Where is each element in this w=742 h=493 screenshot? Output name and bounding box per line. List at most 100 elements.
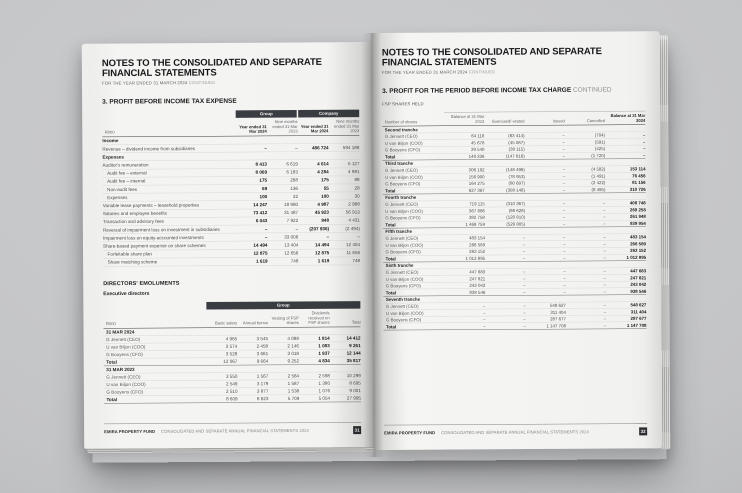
cell-value: 6 619 bbox=[266, 159, 298, 169]
cell-value: – bbox=[485, 322, 526, 330]
cell-value: 11 656 bbox=[329, 248, 361, 257]
row-label: Total bbox=[103, 395, 207, 404]
left-page: NOTES TO THE CONSOLIDATED AND SEPARATE F… bbox=[81, 42, 375, 449]
cell-value: – bbox=[329, 232, 360, 241]
section-title-text: 3. PROFIT FOR THE PERIOD BEFORE INCOME T… bbox=[382, 85, 573, 95]
cell-value: 13 404 bbox=[267, 240, 299, 250]
cell-value: 100 bbox=[236, 192, 268, 201]
cell-value: 56 913 bbox=[328, 208, 360, 217]
cell-value: 18 980 bbox=[267, 200, 299, 209]
cell-value: 1 619 bbox=[298, 256, 330, 266]
cell-value: 594 188 bbox=[328, 143, 360, 152]
cell-value: 33 006 bbox=[267, 232, 299, 242]
cell-value: 14 494 bbox=[298, 240, 330, 249]
cell-value: 12 875 bbox=[236, 249, 268, 258]
cell-value: 136 bbox=[267, 184, 298, 193]
cell-value: 8 623 bbox=[237, 394, 269, 403]
emoluments-title: DIRECTORS' EMOLUMENTS bbox=[103, 280, 180, 287]
cell-value: 30 bbox=[328, 191, 360, 201]
cell-value: 8 609 bbox=[206, 395, 238, 403]
cell-value: 73 412 bbox=[236, 208, 268, 217]
cell-value: 5 054 bbox=[299, 394, 331, 403]
cell-value: 28 bbox=[328, 183, 360, 193]
subtitle-continued: CONTINUED bbox=[468, 69, 496, 75]
col-header: Nine months ended 31 Mar 2023 bbox=[266, 117, 298, 136]
page-number: 31 bbox=[353, 426, 362, 435]
cell-value: 268 bbox=[267, 176, 298, 185]
cell-value: 55 bbox=[297, 184, 329, 193]
cell-value: – bbox=[445, 322, 486, 330]
cell-value: 2 988 bbox=[328, 200, 360, 209]
table-row: Share matching scheme 1 619 748 1 619 748 bbox=[103, 256, 361, 267]
col-header: Balance at 31 Mar 2023 bbox=[443, 112, 485, 126]
cell-value: – bbox=[565, 322, 607, 330]
col-header: Year ended 31 Mar 2024 bbox=[235, 117, 267, 137]
cell-value: 748 bbox=[267, 257, 299, 266]
page-footer: EMIRA PROPERTY FUND CONSOLIDATED AND SEP… bbox=[104, 422, 362, 436]
fsp-shares-table: Number of shares Balance at 31 Mar 2023 … bbox=[382, 111, 647, 331]
footer-text: CONSOLIDATED AND SEPARATE ANNUAL FINANCI… bbox=[161, 428, 309, 434]
col-header: Year ended 31 Mar 2024 bbox=[297, 117, 329, 136]
cell-value: 14 247 bbox=[236, 200, 268, 209]
section-title: 3. PROFIT FOR THE PERIOD BEFORE INCOME T… bbox=[382, 85, 645, 94]
cell-value: – bbox=[298, 232, 330, 241]
cell-value: 12 656 bbox=[267, 248, 299, 258]
unit-label: Number of shares bbox=[382, 112, 445, 127]
cell-value: 12 875 bbox=[298, 248, 330, 258]
directors-emoluments-table: Group R000 Basic salary Annual bonus Ves… bbox=[103, 301, 361, 404]
subtitle-continued: CONTINUED bbox=[188, 79, 216, 86]
profit-before-tax-table: Group Company R000 Year ended 31 Mar 202… bbox=[102, 109, 361, 267]
page-subtitle: FOR THE YEAR ENDED 31 MARCH 2024 CONTINU… bbox=[102, 79, 359, 86]
cell-value: (207 936) bbox=[298, 224, 330, 233]
cell-value: 6 183 bbox=[267, 168, 298, 177]
row-label: Total bbox=[383, 323, 446, 331]
section-title: 3. PROFIT BEFORE INCOME TAX EXPENSE bbox=[102, 96, 237, 106]
page-number: 32 bbox=[639, 427, 648, 436]
cell-value: 14 494 bbox=[236, 241, 268, 250]
cell-value: 88 bbox=[328, 175, 360, 185]
unit-label: R000 bbox=[102, 117, 236, 137]
footer-brand: EMIRA PROPERTY FUND bbox=[384, 430, 436, 436]
col-header: Total bbox=[329, 308, 361, 327]
cell-value: 175 bbox=[236, 176, 268, 185]
subtitle-text: FOR THE YEAR ENDED 31 MARCH 2024 bbox=[101, 80, 189, 86]
cell-value: 5 127 bbox=[328, 159, 360, 168]
cell-value: 748 bbox=[329, 256, 361, 265]
cell-value: 1 619 bbox=[236, 257, 268, 266]
cell-value: (2 494) bbox=[329, 224, 360, 233]
col-header: Issued bbox=[524, 111, 565, 126]
col-header: Balance at 31 Mar 2024 bbox=[604, 111, 646, 125]
cell-value: 4 981 bbox=[328, 167, 360, 176]
cell-value: 5 709 bbox=[268, 394, 300, 403]
col-header: Annual bonus bbox=[237, 309, 268, 328]
cell-value: 100 bbox=[297, 192, 329, 201]
section-title-continued: CONTINUED bbox=[572, 85, 612, 94]
page-title: NOTES TO THE CONSOLIDATED AND SEPARATE F… bbox=[101, 56, 322, 79]
table-total-row: Total 8 609 8 623 5 709 5 054 27 995 bbox=[103, 394, 361, 404]
row-label: Share matching scheme bbox=[103, 257, 237, 267]
book: NOTES TO THE CONSOLIDATED AND SEPARATE F… bbox=[81, 31, 671, 459]
page-title: NOTES TO THE CONSOLIDATED AND SEPARATE F… bbox=[381, 46, 602, 68]
cell-value: 69 bbox=[236, 184, 268, 193]
emoluments-subtitle: Executive directors bbox=[103, 290, 150, 297]
cell-value: 8 069 bbox=[236, 168, 268, 177]
col-header: Cancelled bbox=[564, 111, 606, 126]
cell-value: 32 bbox=[267, 192, 299, 201]
table-total-row: Total – –1 147 708–1 147 708 bbox=[383, 321, 647, 331]
cell-value: 6 043 bbox=[236, 216, 268, 226]
subtitle-text: FOR THE YEAR ENDED 31 MARCH 2024 bbox=[381, 69, 469, 75]
page-subtitle: FOR THE YEAR ENDED 31 MARCH 2024 CONTINU… bbox=[382, 68, 645, 75]
column-header-row: R000 Year ended 31 Mar 2024 Nine months … bbox=[102, 117, 360, 137]
cell-value: 175 bbox=[297, 175, 329, 185]
col-header: Exercised/ vested bbox=[484, 111, 525, 126]
cell-value: 8 413 bbox=[236, 160, 268, 169]
cell-value: – bbox=[236, 232, 268, 242]
page-footer: EMIRA PROPERTY FUND CONSOLIDATED AND SEP… bbox=[384, 423, 648, 437]
cell-value: – bbox=[236, 224, 268, 234]
cell-value: 7 922 bbox=[267, 216, 299, 225]
cell-value: – bbox=[266, 143, 298, 153]
col-header: Dividends received on FSP shares bbox=[298, 308, 330, 328]
col-header: Vesting of FSP shares bbox=[267, 308, 299, 328]
cell-value: 4 284 bbox=[297, 167, 329, 177]
